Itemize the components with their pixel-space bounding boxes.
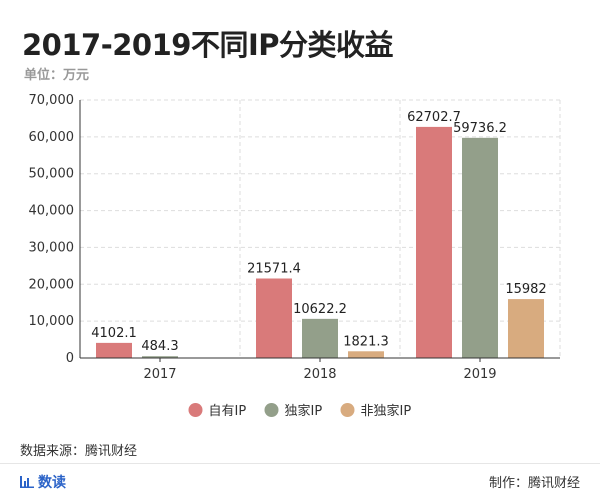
- bar-2017-0: [96, 342, 132, 358]
- y-tick-label: 50,000: [29, 167, 75, 182]
- data-label: 10622.2: [293, 302, 347, 317]
- data-label: 15982: [505, 282, 546, 297]
- bar-2019-2: [508, 299, 544, 358]
- brand-name: 数读: [38, 475, 66, 491]
- data-label: 1821.3: [343, 334, 389, 349]
- y-tick-label: 10,000: [29, 314, 75, 329]
- data-label: 59736.2: [453, 121, 507, 136]
- legend-label: 独家IP: [285, 403, 323, 419]
- bar-2019-0: [416, 126, 452, 359]
- y-tick-label: 70,000: [29, 93, 75, 108]
- credit: 制作：腾讯财经: [488, 476, 580, 491]
- brand-logo: 数读: [20, 472, 66, 492]
- y-tick-label: 0: [66, 351, 74, 366]
- unit-label: 单位：万元: [24, 68, 90, 83]
- legend-marker: [188, 403, 203, 417]
- data-label: 62702.7: [407, 110, 461, 125]
- bar-2019-1: [462, 137, 498, 358]
- bar-2018-2: [348, 351, 384, 358]
- data-label: 484.3: [141, 339, 178, 354]
- bar-2018-1: [302, 318, 338, 358]
- legend-marker: [340, 403, 355, 417]
- y-tick-label: 60,000: [29, 130, 75, 145]
- y-tick-label: 40,000: [29, 204, 75, 219]
- data-label: 4102.1: [91, 326, 137, 341]
- legend-label: 非独家IP: [361, 403, 412, 419]
- y-tick-label: 30,000: [29, 240, 75, 255]
- x-tick-label: 2017: [143, 367, 176, 382]
- legend-label: 自有IP: [209, 404, 247, 419]
- data-source: 数据来源：腾讯财经: [20, 444, 138, 459]
- x-tick-label: 2018: [303, 367, 336, 382]
- bar-chart: 4102.1 484.3 21571.4 10622.2 1821.3 62702.759…: [29, 93, 561, 419]
- y-tick-label: 20,000: [29, 277, 75, 292]
- x-tick-label: 2019: [463, 367, 496, 382]
- bar-2018-0: [256, 278, 292, 358]
- data-label: 21571.4: [247, 261, 301, 276]
- chart-title: 2017-2019不同IP分类收益: [22, 28, 394, 62]
- footer-divider: [0, 463, 600, 464]
- bar-2017-1: [142, 356, 178, 358]
- bar-chart-icon: [20, 476, 34, 488]
- legend-marker: [264, 403, 279, 417]
